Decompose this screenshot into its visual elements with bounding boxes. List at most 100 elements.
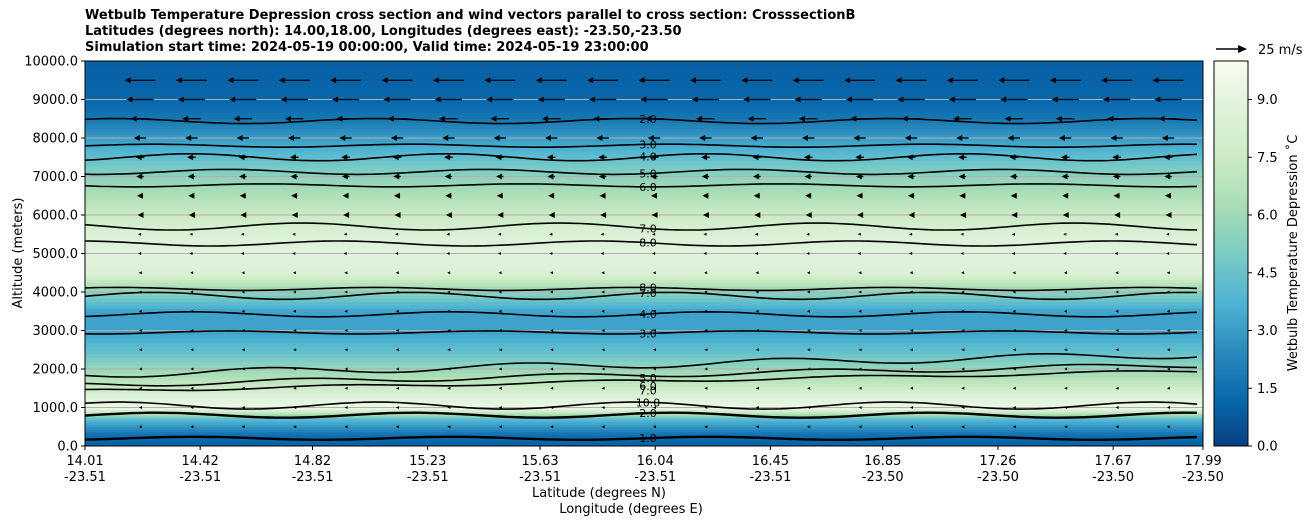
wind-vector-head [704, 271, 708, 275]
wind-vector-head [344, 290, 348, 294]
contour-band [85, 259, 1203, 264]
contour-band [85, 269, 1203, 274]
wind-vector-head [395, 271, 399, 275]
wind-vector-head [741, 77, 748, 84]
wind-vector-head [241, 290, 245, 294]
wind-vector-head [593, 115, 600, 122]
colorbar-tick-label: 1.5 [1257, 382, 1278, 397]
contour-band [85, 105, 1203, 110]
contour-label: 10.0 [636, 396, 661, 409]
wind-vector-head [227, 77, 234, 84]
wind-vector-head [1012, 425, 1016, 429]
x-tick-label-longitude: -23.51 [64, 470, 106, 485]
wind-vector-head [240, 252, 244, 255]
wind-vector-head [537, 96, 544, 103]
chart-title-block: Wetbulb Temperature Depression cross sec… [85, 8, 855, 56]
colorbar: 0.0 1.5 3.0 4.5 6.0 7.5 9.0 Wetbulb Temperatur… [1213, 60, 1301, 455]
contour-band [85, 250, 1203, 255]
wind-vector-head [239, 192, 246, 199]
wind-vector-head [434, 96, 441, 103]
contour-band [85, 263, 1203, 267]
contour-band [85, 279, 1203, 283]
wind-vector-head [1012, 290, 1016, 294]
wind-vector-head [1115, 386, 1119, 390]
wind-vector-head [1063, 271, 1067, 275]
x-tick-label-longitude: -23.51 [292, 470, 334, 485]
wind-vector-head [189, 252, 193, 255]
wind-vector-head [139, 348, 142, 352]
contour-band [85, 438, 1203, 441]
contour-band [85, 93, 1203, 101]
wind-vector-head [754, 212, 761, 218]
wind-vector-head [638, 77, 645, 84]
wind-vector-head [850, 115, 857, 122]
wind-vector-head [704, 406, 708, 409]
wind-vector-head [190, 406, 194, 409]
contour-band [85, 311, 1203, 316]
wind-vector-head [652, 309, 656, 313]
wind-vector-head [496, 173, 503, 180]
wind-vector-head [447, 309, 451, 313]
wind-vector-head [696, 115, 703, 122]
contour-band [85, 80, 1203, 88]
wind-vector-head [1167, 329, 1170, 332]
x-tick-label-longitude: -23.50 [977, 470, 1019, 485]
wind-vector-head [858, 309, 862, 313]
wind-vector-head [549, 232, 553, 236]
wind-vector-head [1165, 212, 1172, 218]
wind-vector-head [901, 115, 908, 122]
wind-vector-head [598, 154, 605, 161]
contour-label: 6.0 [639, 181, 657, 194]
y-axis: 0.0 1000.0 2000.0 3000.0 4000.0 5000.0 6000.0 7… [24, 55, 85, 455]
wind-vector-head [344, 367, 348, 371]
wind-vector-head [447, 271, 451, 275]
wind-vector-head [190, 329, 194, 332]
wind-vector-head [653, 329, 656, 332]
wind-vector-head [755, 367, 759, 371]
wind-vector-head [133, 135, 140, 141]
wind-vector-head [1161, 135, 1168, 141]
wind-vector-head [190, 425, 194, 429]
x-tick-label-longitude: -23.51 [179, 470, 221, 485]
wind-vector-head [1114, 212, 1121, 218]
contour-band [85, 205, 1203, 210]
wind-vector-head [906, 154, 913, 161]
wind-vector-head [961, 425, 965, 429]
wind-vector-head [653, 348, 656, 352]
contour-band [85, 182, 1203, 187]
contour-line [85, 183, 1198, 188]
wind-vector-head [961, 367, 965, 371]
wind-vector-head [910, 329, 913, 332]
contour-band [85, 419, 1203, 423]
wind-vector-head [858, 271, 862, 275]
wind-vector-head [806, 290, 810, 294]
wind-vector-head [1011, 232, 1015, 236]
x-tick-label-latitude: 16.04 [637, 454, 674, 469]
wind-vector-head [1115, 329, 1119, 332]
wind-vector-head [284, 115, 291, 122]
y-tick-label: 0.0 [57, 440, 78, 455]
wind-vector-head [241, 309, 245, 313]
contour-band [85, 234, 1203, 239]
contour-band [85, 317, 1203, 322]
wind-vector-head [1167, 348, 1170, 352]
contour-band [85, 405, 1203, 409]
x-tick-label-longitude: -23.51 [634, 470, 676, 485]
contour-label: 8.0 [639, 237, 657, 250]
wind-reference-arrowhead [1238, 45, 1247, 53]
wind-vector-head [904, 135, 911, 141]
wind-vector-head [958, 173, 965, 180]
wind-vector-head [653, 367, 656, 371]
contour-band [85, 73, 1203, 81]
contour-band [85, 202, 1203, 206]
contour-band [85, 67, 1203, 75]
wind-vector-head [858, 386, 862, 390]
contour-band [85, 403, 1203, 407]
wind-vector-head [292, 232, 296, 236]
wind-vector-head [387, 115, 394, 122]
wind-vector-head [961, 406, 965, 409]
contour-band [85, 357, 1203, 362]
wind-vector-head [910, 406, 913, 409]
wind-vectors [124, 77, 1184, 429]
wind-vector-head [444, 173, 451, 180]
